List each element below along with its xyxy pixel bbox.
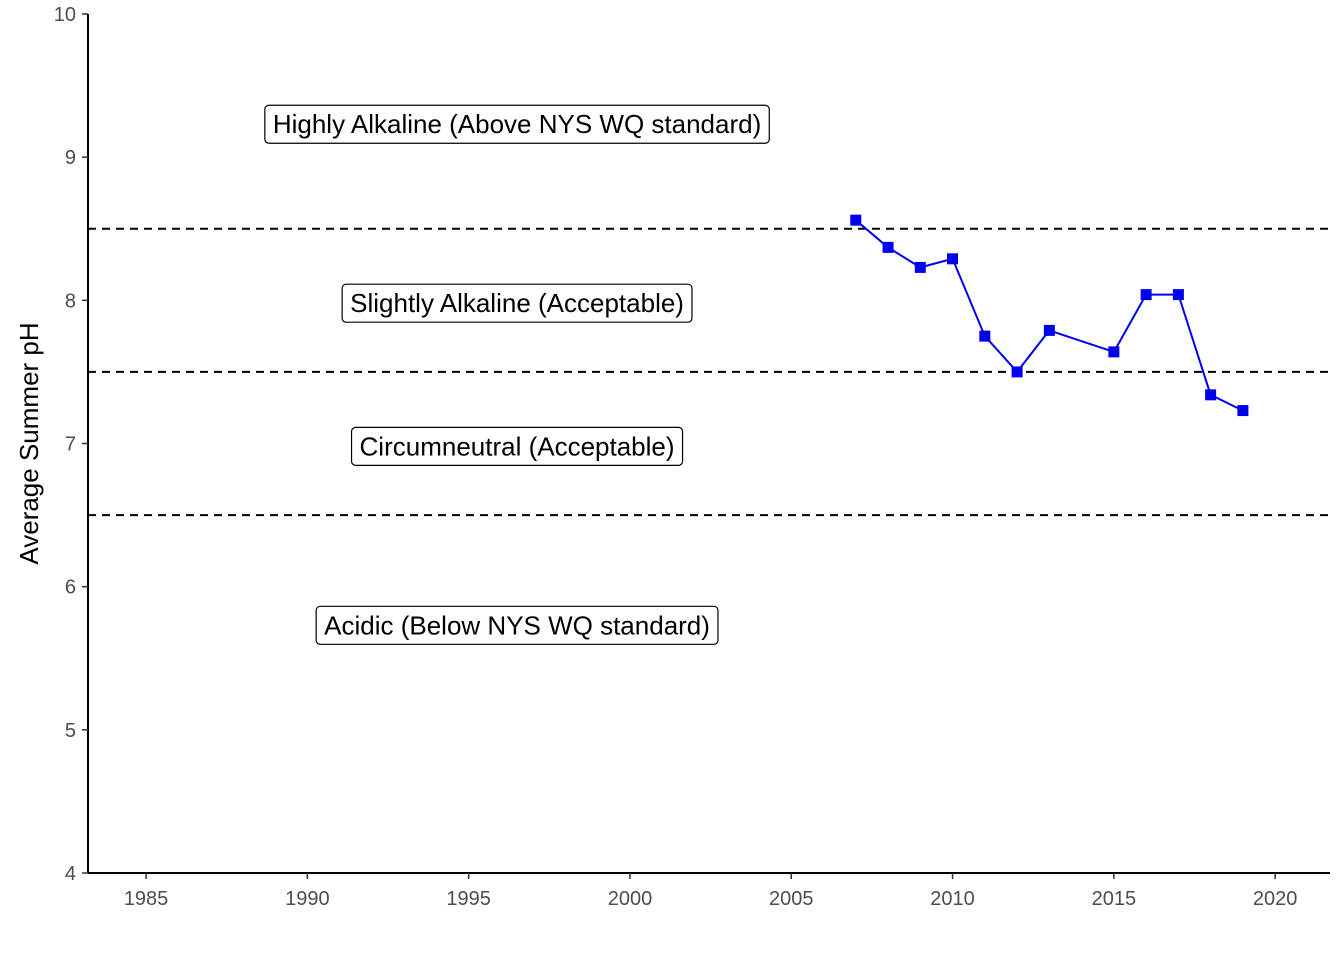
data-point-marker bbox=[979, 330, 991, 342]
x-tick-label: 2010 bbox=[930, 888, 975, 910]
data-point-marker bbox=[850, 214, 862, 226]
zone-label: Highly Alkaline (Above NYS WQ standard) bbox=[273, 109, 761, 139]
y-tick-label: 9 bbox=[65, 147, 76, 169]
x-tick-label: 1995 bbox=[446, 888, 491, 910]
y-axis-ticks: 4 5 6 7 8 9 10 bbox=[54, 4, 88, 885]
zone-label-box bbox=[315, 605, 719, 645]
series-line bbox=[855, 219, 1244, 412]
reference-lines bbox=[88, 227, 1330, 517]
zone-label-group: Acidic (Below NYS WQ standard) bbox=[315, 605, 719, 645]
zone-label-box bbox=[264, 104, 770, 144]
data-point-marker bbox=[1011, 366, 1023, 378]
x-tick-label: 2005 bbox=[769, 888, 814, 910]
x-tick-label: 2020 bbox=[1253, 888, 1298, 910]
data-point-marker bbox=[1140, 289, 1152, 301]
x-axis-ticks: 1985 1990 1995 2000 2005 2010 2015 2020 bbox=[124, 873, 1298, 910]
data-point-marker bbox=[1172, 289, 1184, 301]
zone-label-box bbox=[350, 426, 684, 466]
data-point-marker bbox=[882, 241, 894, 253]
x-tick-label: 1990 bbox=[285, 888, 330, 910]
y-tick-label: 4 bbox=[65, 863, 76, 885]
y-tick-label: 5 bbox=[65, 720, 76, 742]
y-tick-label: 6 bbox=[65, 577, 76, 599]
zone-label: Circumneutral (Acceptable) bbox=[360, 431, 675, 461]
data-point-marker bbox=[1237, 405, 1249, 417]
data-point-marker bbox=[914, 261, 926, 273]
y-tick-label: 8 bbox=[65, 290, 76, 312]
zone-label-box bbox=[341, 283, 693, 323]
series-layer bbox=[850, 214, 1249, 417]
zone-annotations: Highly Alkaline (Above NYS WQ standard) S… bbox=[264, 104, 770, 645]
y-axis-title: Average Summer pH bbox=[14, 322, 44, 564]
zone-label: Slightly Alkaline (Acceptable) bbox=[350, 288, 684, 318]
zone-label-group: Highly Alkaline (Above NYS WQ standard) bbox=[264, 104, 770, 144]
data-point-marker bbox=[1108, 346, 1120, 358]
data-point-marker bbox=[1043, 324, 1055, 336]
y-tick-label: 7 bbox=[65, 434, 76, 456]
zone-label: Acidic (Below NYS WQ standard) bbox=[324, 610, 710, 640]
data-point-marker bbox=[947, 253, 959, 265]
data-point-marker bbox=[1205, 389, 1217, 401]
zone-label-group: Circumneutral (Acceptable) bbox=[350, 426, 684, 466]
x-tick-label: 2000 bbox=[608, 888, 653, 910]
x-tick-label: 1985 bbox=[124, 888, 169, 910]
zone-label-group: Slightly Alkaline (Acceptable) bbox=[341, 283, 693, 323]
y-tick-label: 10 bbox=[54, 4, 76, 26]
x-tick-label: 2015 bbox=[1092, 888, 1137, 910]
